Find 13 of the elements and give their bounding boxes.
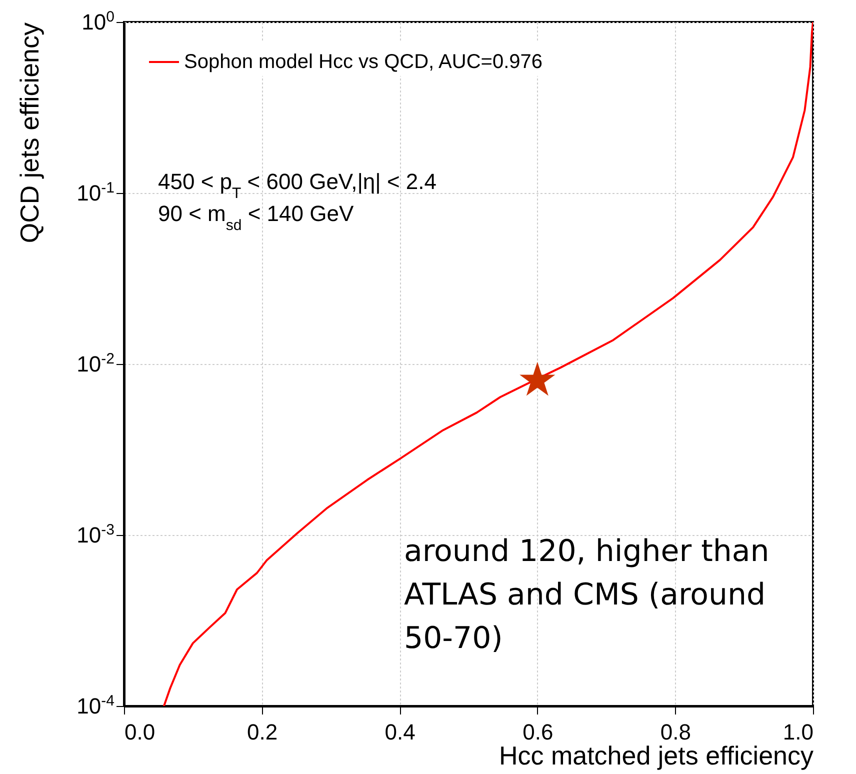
y-tick-label: 10$^{-2}$: [76, 350, 114, 376]
y-axis-title: QCD jets efficiency: [14, 22, 44, 244]
y-tick-label: 10$^{-4}$: [76, 692, 114, 718]
y-tick-label: 10$^{-3}$: [76, 521, 114, 548]
x-tick-label: 0.4: [384, 720, 416, 744]
x-tick-label: 0.0: [124, 720, 156, 744]
annotation: 450 < p$_{T}$ < 600 GeV,|η| < 2.4: [158, 169, 437, 202]
x-tick-label: 0.2: [247, 720, 278, 744]
legend-label: Sophon model Hcc vs QCD, AUC=0.976: [184, 51, 543, 73]
y-tick-label: 10$^{0}$: [82, 8, 114, 34]
y-tick-label: 10$^{-1}$: [76, 179, 114, 206]
annotation: 90 < m$_{sd}$ < 140 GeV: [158, 201, 354, 234]
annotation: around 120, higher than ATLAS and CMS (around 50-70): [404, 534, 770, 656]
